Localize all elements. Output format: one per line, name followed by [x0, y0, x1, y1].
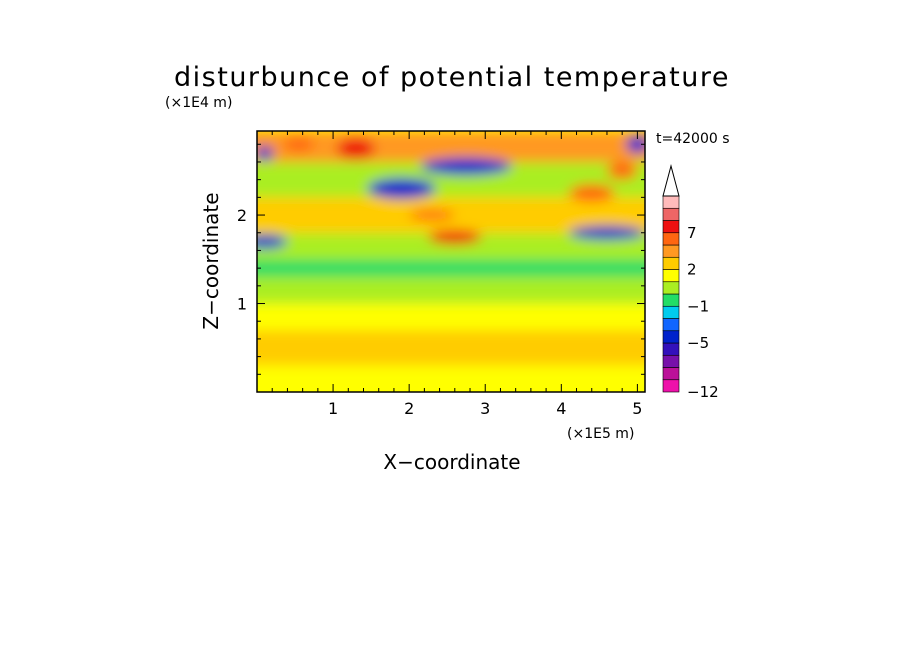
colorbar-segment [662, 305, 680, 319]
colorbar-segment [662, 318, 680, 332]
plot-frame [256, 130, 646, 393]
cold-core-3 [257, 234, 288, 249]
field-band-1 [257, 330, 645, 366]
colorbar-segment [662, 256, 680, 270]
warm-core-6 [336, 138, 375, 160]
colorbar-segment [662, 354, 680, 368]
colorbar-tick-label: −12 [687, 383, 719, 401]
y-tick-label: 2 [237, 206, 247, 225]
x-unit-label: (×1E5 m) [567, 426, 634, 442]
warm-core-7 [428, 230, 482, 245]
field-band-2 [257, 303, 645, 331]
colorbar-segment [662, 293, 680, 307]
x-tick-label: 1 [328, 399, 338, 418]
colorbar-segment [662, 379, 680, 393]
y-axis: 12 [237, 143, 645, 375]
colorbar: −12−5−127 [662, 164, 719, 401]
time-label: t=42000 s [656, 131, 730, 147]
colorbar-segment [662, 220, 680, 234]
colorbar-tick-label: 7 [687, 224, 697, 242]
colorbar-segment [662, 342, 680, 356]
y-tick-label: 1 [237, 295, 247, 314]
cold-core-2 [257, 146, 274, 161]
colorbar-segment [662, 269, 680, 283]
colorbar-segment [662, 195, 680, 209]
colorbar-segment [662, 232, 680, 246]
cold-core-4 [568, 225, 645, 240]
colorbar-segment [662, 330, 680, 344]
warm-core-8 [283, 137, 315, 152]
plot-area [257, 131, 645, 392]
colorbar-segment [662, 281, 680, 295]
colorbar-tick-label: −5 [687, 334, 709, 352]
y-axis-label: Z−coordinate [199, 192, 223, 329]
warm-core-11 [409, 209, 455, 221]
colorbar-segment [662, 367, 680, 381]
cold-core-5 [625, 135, 645, 154]
x-tick-label: 4 [556, 399, 566, 418]
field-band-4 [257, 259, 645, 277]
field-band-0 [257, 365, 645, 392]
x-tick-label: 2 [404, 399, 414, 418]
colorbar-extend-arrow [662, 164, 680, 197]
field-band-3 [257, 276, 645, 304]
colorbar-segment [662, 244, 680, 258]
x-axis: 1 2 3 4 5 [271, 131, 642, 418]
field-band-8 [257, 131, 645, 162]
cold-core-0 [367, 177, 436, 200]
warm-core-10 [606, 161, 638, 180]
colorbar-tick-label: −1 [687, 297, 709, 315]
colorbar-tick-label: 2 [687, 261, 697, 279]
y-unit-label: (×1E4 m) [165, 95, 232, 111]
cold-core-1 [420, 157, 512, 176]
chart-title: disturbunce of potential temperature [174, 62, 730, 93]
warm-core-9 [568, 184, 615, 202]
x-axis-label: X−coordinate [383, 450, 520, 474]
x-tick-label: 3 [480, 399, 490, 418]
field-layer [257, 131, 645, 392]
x-tick-label: 5 [632, 399, 642, 418]
colorbar-segment [662, 207, 680, 221]
